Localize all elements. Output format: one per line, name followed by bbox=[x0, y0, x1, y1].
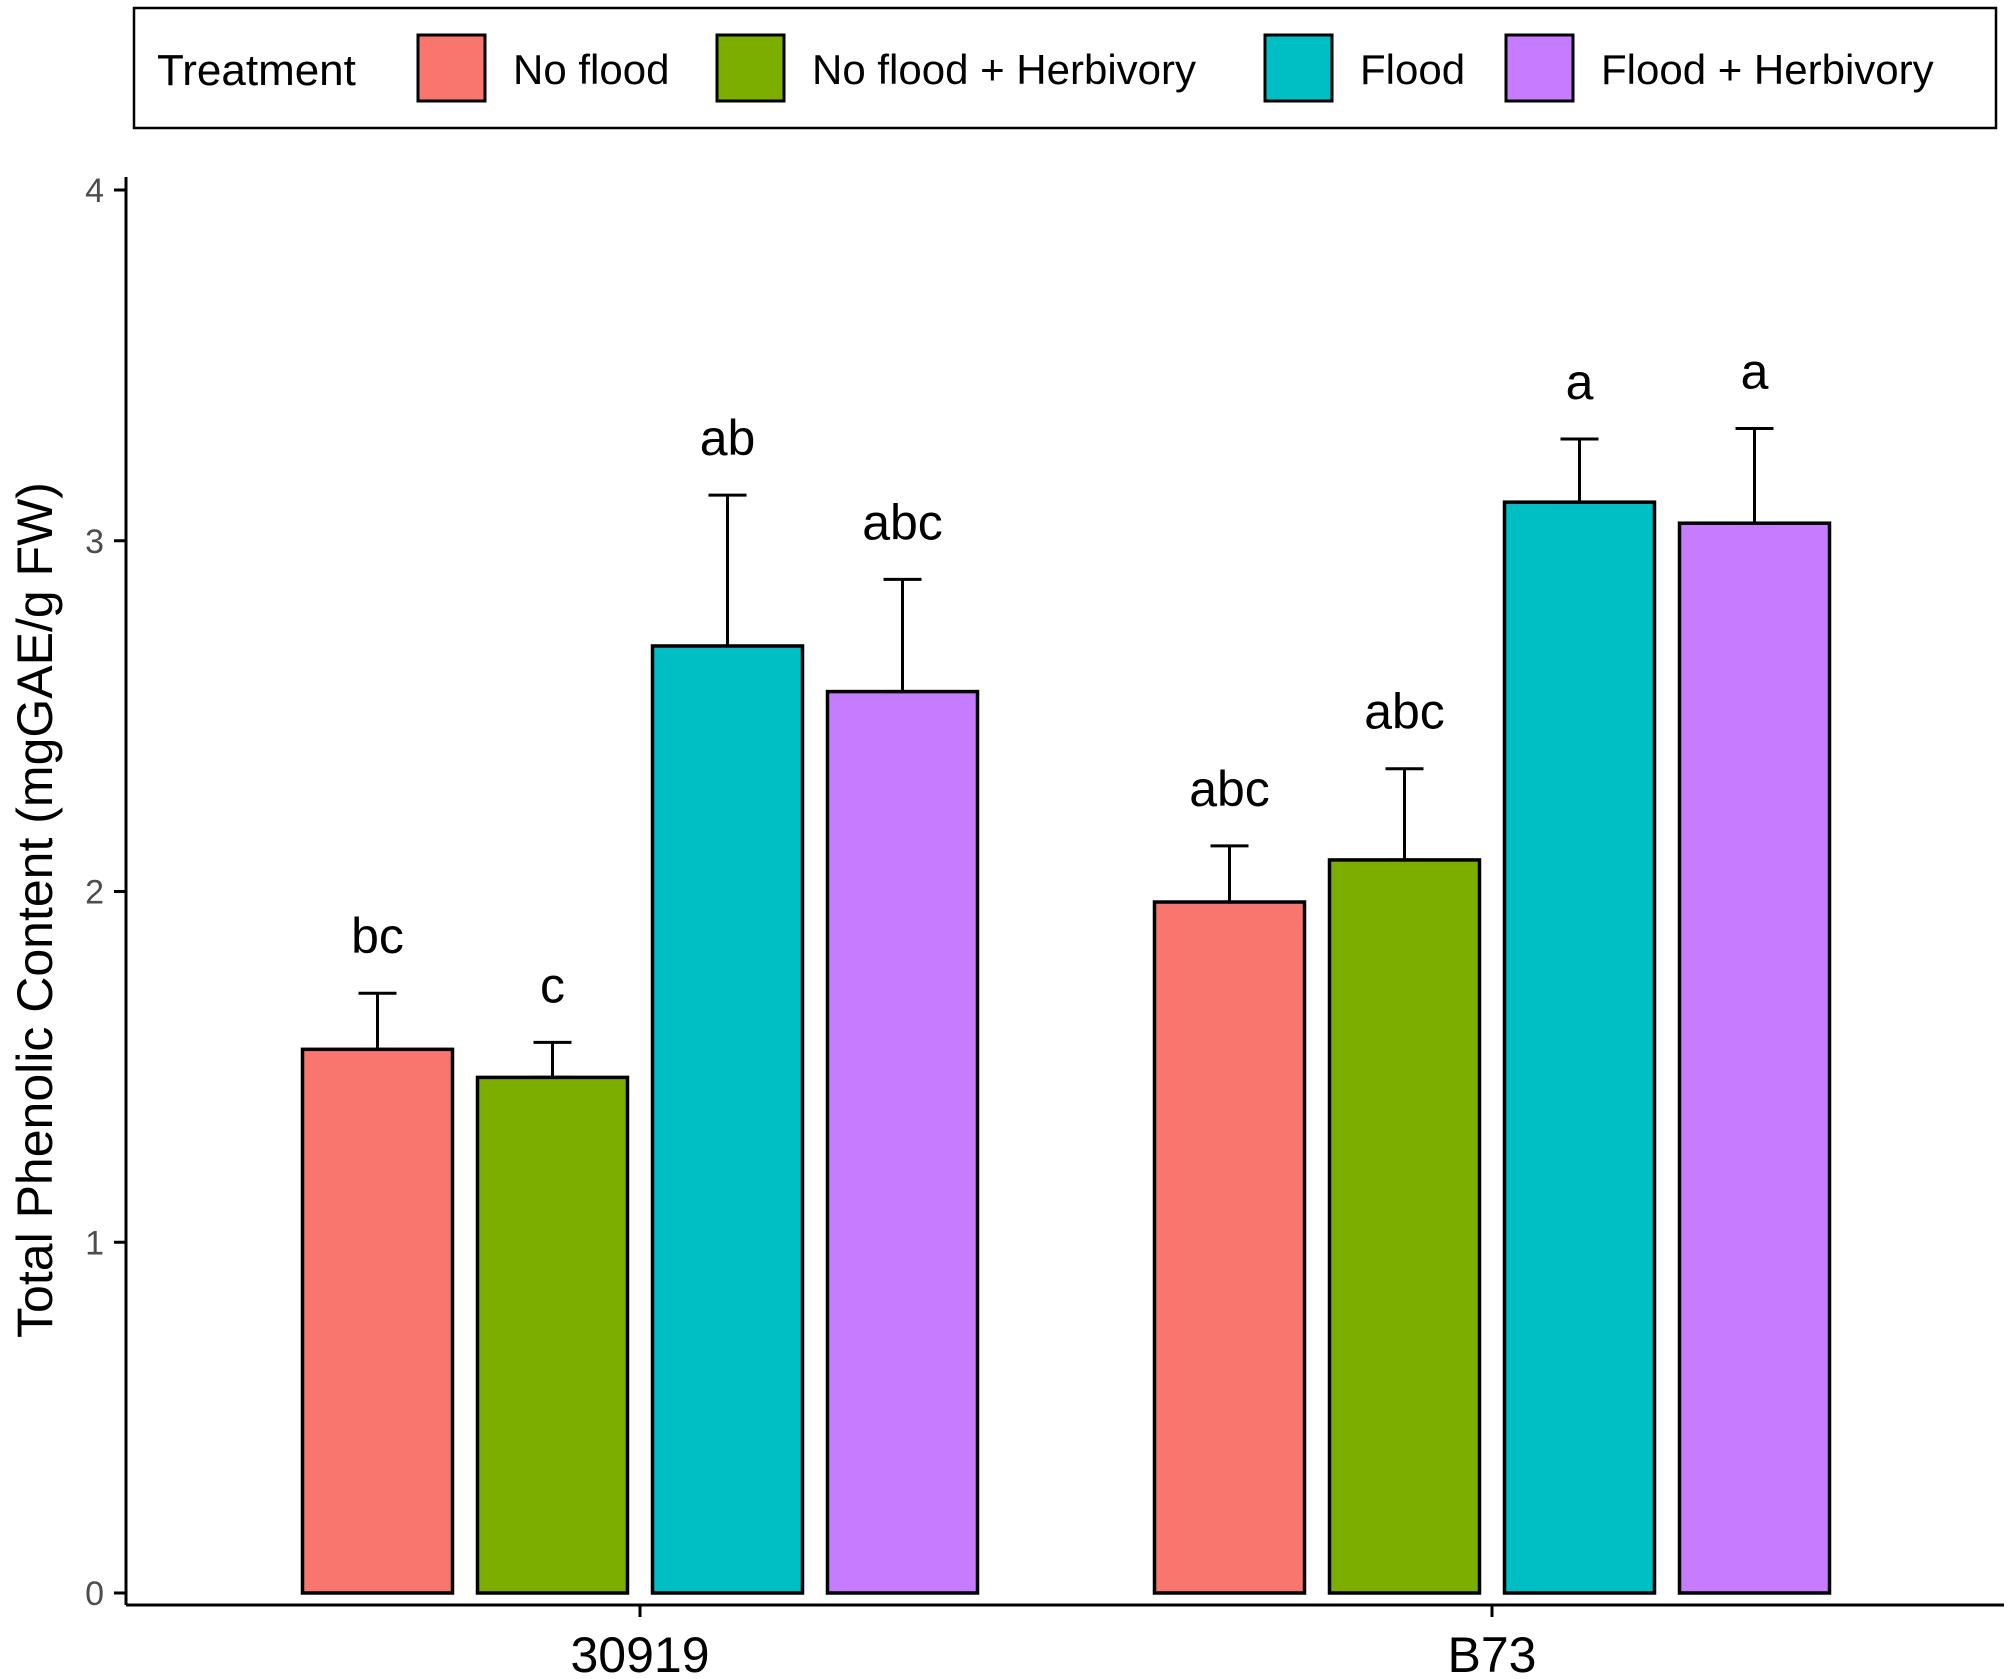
significance-labels: bc abc c abc ab a abc a bbox=[351, 344, 1769, 1014]
bar bbox=[650, 644, 805, 1595]
bar bbox=[1502, 500, 1657, 1595]
legend-label: No flood bbox=[513, 46, 669, 93]
significance-label: abc bbox=[862, 494, 943, 550]
bar bbox=[1327, 858, 1482, 1595]
legend-key bbox=[1504, 33, 1575, 103]
significance-label: c bbox=[540, 957, 565, 1013]
y-axis-label: Total Phenolic Content (mgGAE/g FW) bbox=[7, 482, 63, 1338]
significance-label: abc bbox=[1364, 684, 1445, 740]
legend-key bbox=[715, 33, 786, 103]
bars bbox=[300, 500, 1832, 1595]
legend: Treatment No flood No flood + Herbivory Fl… bbox=[132, 6, 1998, 130]
significance-label: a bbox=[1566, 354, 1594, 410]
y-tick-label: 2 bbox=[85, 874, 104, 912]
legend-label: No flood + Herbivory bbox=[812, 46, 1196, 93]
error-bars bbox=[358, 427, 1774, 1079]
x-axis-ticks: 30919 B73 bbox=[570, 1605, 1536, 1679]
y-tick-label: 1 bbox=[85, 1224, 104, 1262]
bar bbox=[1152, 900, 1307, 1595]
y-axis-ticks: 0 1 2 3 4 bbox=[85, 172, 126, 1613]
x-tick-label: 30919 bbox=[570, 1627, 709, 1679]
legend-label: Flood + Herbivory bbox=[1601, 46, 1934, 93]
significance-label: bc bbox=[351, 908, 404, 964]
x-tick-label: B73 bbox=[1448, 1627, 1537, 1679]
legend-title: Treatment bbox=[157, 46, 356, 95]
y-tick-label: 3 bbox=[85, 523, 104, 561]
y-tick-label: 4 bbox=[85, 172, 104, 210]
significance-label: abc bbox=[1189, 761, 1270, 817]
bar bbox=[1677, 521, 1832, 1595]
legend-key bbox=[416, 33, 487, 103]
significance-label: a bbox=[1741, 344, 1769, 400]
y-tick-label: 0 bbox=[85, 1575, 104, 1613]
legend-label: Flood bbox=[1360, 46, 1465, 93]
significance-label: ab bbox=[700, 410, 756, 466]
bar bbox=[300, 1047, 455, 1595]
legend-key bbox=[1263, 33, 1334, 103]
bar bbox=[825, 689, 980, 1595]
bar bbox=[475, 1075, 630, 1595]
